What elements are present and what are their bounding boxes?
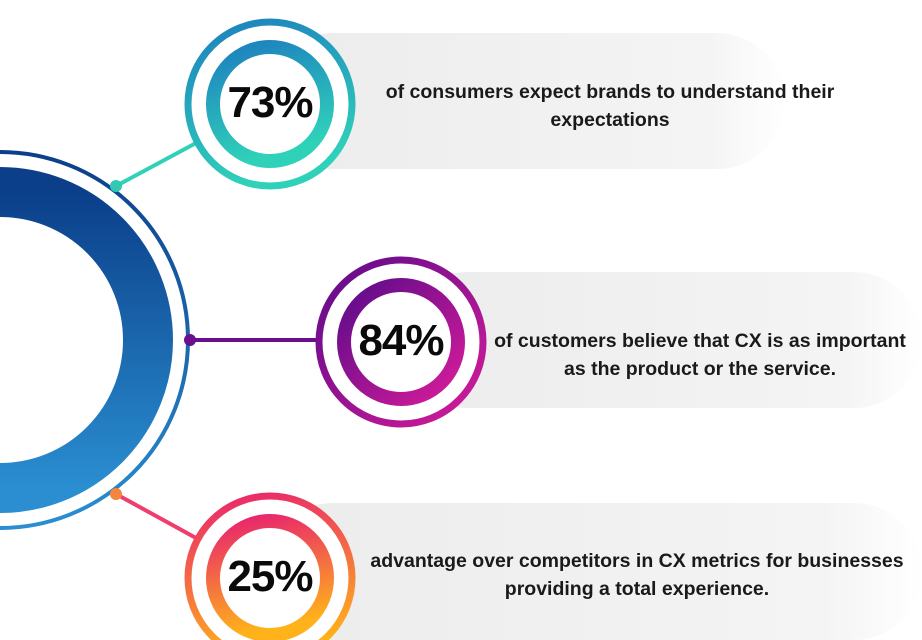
stat-description-3: advantage over competitors in CX metrics… bbox=[352, 547, 922, 603]
stat-value-3: 25% bbox=[227, 552, 313, 601]
stat-circle-1 bbox=[184, 18, 356, 190]
stat-description-3-line-1: advantage over competitors in CX metrics… bbox=[370, 550, 904, 572]
stat-value-1: 73% bbox=[227, 78, 313, 127]
stat-pill-2 bbox=[400, 272, 922, 408]
connector-dot-2 bbox=[184, 334, 196, 346]
stat-description-3-line-2: providing a total experience. bbox=[504, 578, 770, 600]
connector-dot-1 bbox=[110, 180, 122, 192]
stat-pill-1 bbox=[265, 33, 785, 169]
connector-dot-3 bbox=[110, 488, 122, 500]
stat-description-2-line-1: of customers believe that CX is as impor… bbox=[494, 330, 906, 352]
stat-description-2: of customers believe that CX is as impor… bbox=[478, 327, 922, 383]
stat-circle-3 bbox=[184, 492, 356, 640]
stat-description-1-line-2: expectations bbox=[550, 109, 670, 131]
hub-thick-ring bbox=[0, 167, 173, 513]
stat-description-2-line-2: as the product or the service. bbox=[563, 358, 836, 380]
stat-pill-3 bbox=[265, 503, 922, 640]
stat-description-1: of consumers expect brands to understand… bbox=[355, 78, 865, 134]
connector-1 bbox=[115, 141, 197, 188]
stat-description-1-line-1: of consumers expect brands to understand… bbox=[385, 81, 835, 103]
connector-3 bbox=[115, 492, 197, 540]
stat-value-2: 84% bbox=[358, 316, 444, 365]
stat-circle-2 bbox=[315, 256, 487, 428]
